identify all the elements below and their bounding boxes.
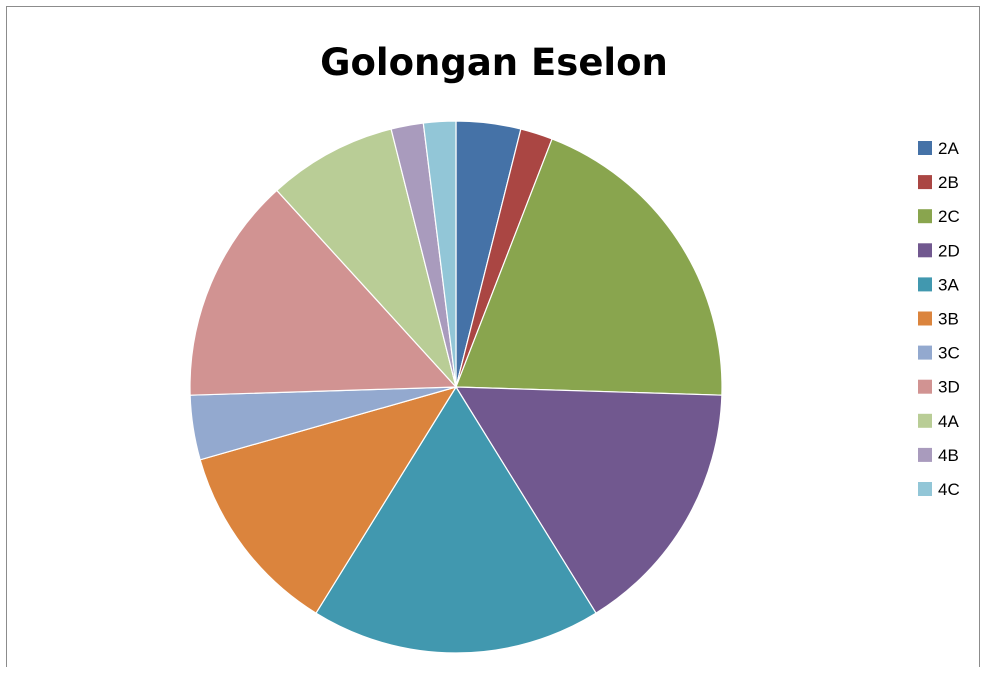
legend-item-2b: 2B xyxy=(918,173,959,192)
legend-item-4c: 4C xyxy=(918,480,960,499)
legend-label-3d: 3D xyxy=(938,378,960,397)
legend-label-4c: 4C xyxy=(938,480,960,499)
pie-slice-3d xyxy=(189,189,458,396)
legend-swatch-2a xyxy=(918,141,932,155)
pie-slice-3b xyxy=(199,385,458,614)
legend-item-4a: 4A xyxy=(918,412,959,431)
legend-swatch-2c xyxy=(918,209,932,224)
pie-slice-4a xyxy=(275,128,457,388)
legend-label-2d: 2D xyxy=(938,241,960,260)
legend-label-3a: 3A xyxy=(938,275,959,294)
legend-item-2d: 2D xyxy=(918,241,960,260)
pie-slices xyxy=(189,120,723,654)
legend-swatch-3a xyxy=(918,277,932,292)
legend-label-2b: 2B xyxy=(938,173,959,192)
legend-label-3c: 3C xyxy=(938,344,960,363)
pie-slice-2d xyxy=(454,386,723,614)
legend-label-2c: 2C xyxy=(938,207,960,226)
legend-swatch-2d xyxy=(918,243,932,258)
legend-swatch-2b xyxy=(918,175,932,190)
legend-label-3b: 3B xyxy=(938,310,959,329)
pie-slice-2c xyxy=(455,138,723,396)
legend-item-3d: 3D xyxy=(918,378,960,397)
pie-slice-4c xyxy=(422,120,457,388)
legend: 2A 2B 2C 2D 3A 3B 3C 3D 4A 4B 4C xyxy=(918,139,960,499)
legend-item-3c: 3C xyxy=(918,344,960,363)
legend-item-4b: 4B xyxy=(918,446,959,465)
legend-label-4b: 4B xyxy=(938,446,959,465)
legend-label-2a: 2A xyxy=(938,139,959,158)
legend-item-2a: 2A xyxy=(918,139,959,158)
chart-title: Golongan Eselon xyxy=(320,41,668,84)
legend-swatch-3b xyxy=(918,311,932,326)
legend-item-3a: 3A xyxy=(918,275,959,294)
legend-label-4a: 4A xyxy=(938,412,959,431)
legend-swatch-4b xyxy=(918,447,932,462)
legend-item-2c: 2C xyxy=(918,207,960,226)
legend-item-3b: 3B xyxy=(918,310,959,329)
legend-swatch-3c xyxy=(918,345,932,360)
legend-swatch-4a xyxy=(918,413,932,428)
legend-swatch-3d xyxy=(918,379,932,394)
legend-swatch-4c xyxy=(918,482,932,496)
pie-slice-3a xyxy=(315,385,597,654)
